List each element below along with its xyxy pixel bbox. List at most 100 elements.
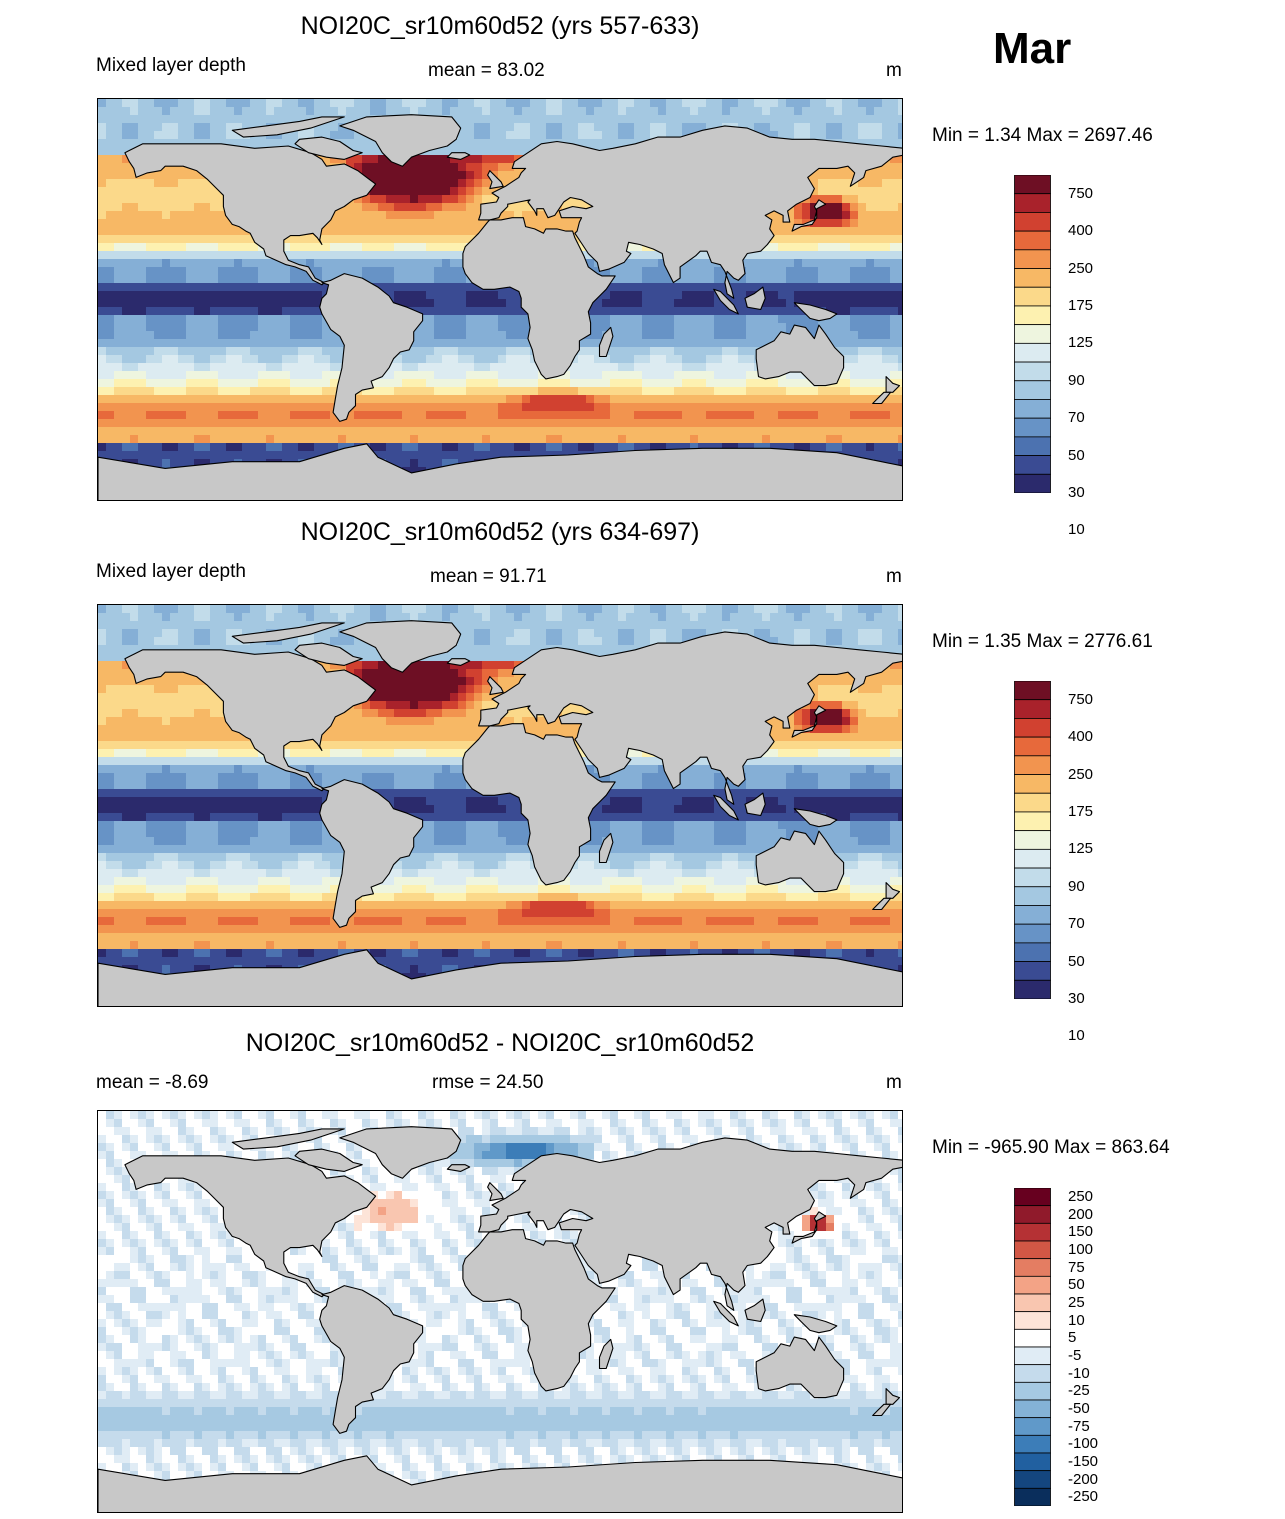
colorbar-swatch bbox=[1014, 755, 1051, 775]
colorbar-swatch bbox=[1014, 1487, 1051, 1507]
coastline bbox=[294, 642, 363, 666]
colorbar-tick-label: -200 bbox=[1068, 1470, 1099, 1488]
panel-3-mean-label: mean = -8.69 bbox=[96, 1072, 209, 1093]
colorbar-tick-label: -150 bbox=[1068, 1452, 1099, 1470]
coastline bbox=[446, 152, 471, 160]
colorbar-tick-label: 10 bbox=[1068, 1311, 1085, 1329]
coastline bbox=[231, 1128, 345, 1150]
panel-2-unit-label: m bbox=[886, 566, 902, 587]
colorbar-tick-label: 400 bbox=[1068, 222, 1094, 240]
panel-2-minmax: Min = 1.35 Max = 2776.61 bbox=[932, 631, 1153, 652]
coastline bbox=[319, 273, 424, 422]
panel-3-minmax: Min = -965.90 Max = 863.64 bbox=[932, 1137, 1170, 1158]
colorbar-swatch bbox=[1014, 361, 1051, 382]
colorbar-swatch bbox=[1014, 286, 1051, 307]
coastline bbox=[487, 170, 504, 190]
panel-2-title: NOI20C_sr10m60d52 (yrs 634-697) bbox=[300, 518, 700, 546]
colorbar-swatch bbox=[1014, 1399, 1051, 1419]
colorbar-tick-label: 175 bbox=[1068, 296, 1094, 314]
colorbar-tick-label: -5 bbox=[1068, 1346, 1082, 1364]
coastline bbox=[755, 324, 845, 387]
panel-1-title: NOI20C_sr10m60d52 (yrs 557-633) bbox=[300, 12, 700, 40]
colorbar-swatch bbox=[1014, 473, 1051, 494]
coastline bbox=[478, 125, 902, 299]
panel-1-unit-label: m bbox=[886, 60, 902, 81]
colorbar-tick-label: -10 bbox=[1068, 1364, 1090, 1382]
coastline bbox=[231, 116, 345, 138]
land-masses bbox=[98, 114, 902, 500]
coastline bbox=[744, 286, 766, 311]
colorbar-tick-label: -50 bbox=[1068, 1399, 1090, 1417]
colorbar-swatch bbox=[1014, 923, 1051, 944]
colorbar-tick-label: 70 bbox=[1068, 915, 1085, 933]
month-label: Mar bbox=[993, 24, 1072, 73]
colorbar-swatch bbox=[1014, 1364, 1051, 1383]
coastline bbox=[598, 326, 614, 358]
colorbar-swatch bbox=[1014, 1275, 1051, 1295]
colorbar-swatch bbox=[1014, 1293, 1051, 1313]
panel-1-mean-label: mean = 83.02 bbox=[428, 60, 545, 81]
colorbar-swatch bbox=[1014, 1205, 1051, 1224]
coastline bbox=[713, 794, 739, 821]
colorbar-tick-label: 250 bbox=[1068, 1187, 1094, 1205]
panel-2-mean-label: mean = 91.71 bbox=[430, 566, 547, 587]
colorbar-swatch bbox=[1014, 886, 1051, 906]
colorbar-swatch bbox=[1014, 1434, 1051, 1454]
panel-3-title: NOI20C_sr10m60d52 - NOI20C_sr10m60d52 bbox=[245, 1029, 755, 1057]
colorbar-swatch bbox=[1014, 417, 1051, 438]
coastline bbox=[885, 882, 901, 899]
colorbar-tick-label: 175 bbox=[1068, 802, 1094, 820]
colorbar-swatch bbox=[1014, 1258, 1051, 1277]
colorbar-tick-label: 250 bbox=[1068, 259, 1094, 277]
colorbar-tick-label: -100 bbox=[1068, 1435, 1099, 1453]
colorbar-tick-label: 5 bbox=[1068, 1329, 1077, 1347]
colorbar-tick-label: 100 bbox=[1068, 1240, 1094, 1258]
land-masses bbox=[98, 620, 902, 1006]
colorbar-swatch bbox=[1014, 979, 1051, 1000]
coastline bbox=[487, 1182, 504, 1202]
colorbar-swatch bbox=[1014, 830, 1051, 850]
colorbar-swatch bbox=[1014, 193, 1051, 213]
coastline bbox=[885, 1388, 901, 1405]
coastline bbox=[462, 217, 616, 380]
coastline bbox=[598, 832, 614, 864]
coastline bbox=[872, 391, 892, 405]
colorbar-swatch bbox=[1014, 680, 1051, 701]
colorbar-tick-label: 250 bbox=[1068, 765, 1094, 783]
coastline bbox=[755, 830, 845, 893]
colorbar-tick-label: 25 bbox=[1068, 1293, 1085, 1311]
colorbar-tick-label: 125 bbox=[1068, 840, 1094, 858]
colorbar-swatch bbox=[1014, 212, 1051, 232]
coastline bbox=[478, 1137, 902, 1311]
colorbar-swatch bbox=[1014, 1381, 1051, 1401]
colorbar-tick-label: 125 bbox=[1068, 334, 1094, 352]
coastline bbox=[793, 1314, 838, 1334]
colorbar-swatch bbox=[1014, 792, 1051, 813]
colorbar-swatch bbox=[1014, 774, 1051, 794]
coastline bbox=[755, 1336, 845, 1399]
coastline bbox=[446, 658, 471, 666]
colorbar-tick-label: 750 bbox=[1068, 690, 1094, 708]
coastline bbox=[462, 1229, 616, 1392]
colorbar-swatch bbox=[1014, 848, 1051, 869]
coastline bbox=[294, 136, 363, 160]
coastline bbox=[598, 1338, 614, 1370]
coastline bbox=[446, 1164, 471, 1172]
colorbar-swatch bbox=[1014, 342, 1051, 363]
colorbar-swatch bbox=[1014, 230, 1051, 251]
colorbar-swatch bbox=[1014, 380, 1051, 400]
colorbar-tick-label: 30 bbox=[1068, 484, 1085, 501]
colorbar-swatch bbox=[1014, 174, 1051, 195]
colorbar-swatch bbox=[1014, 1452, 1051, 1472]
colorbar-swatch bbox=[1014, 699, 1051, 719]
colorbar-swatch bbox=[1014, 1328, 1051, 1348]
colorbar-tick-label: 400 bbox=[1068, 728, 1094, 746]
coastline bbox=[319, 1285, 424, 1434]
coastline bbox=[793, 302, 838, 322]
coastline bbox=[339, 1126, 462, 1179]
coastline bbox=[487, 676, 504, 696]
colorbar-tick-label: -250 bbox=[1068, 1488, 1099, 1506]
colorbar-tick-label: 150 bbox=[1068, 1223, 1094, 1241]
coastline bbox=[478, 631, 902, 805]
colorbar-swatch bbox=[1014, 1470, 1051, 1489]
